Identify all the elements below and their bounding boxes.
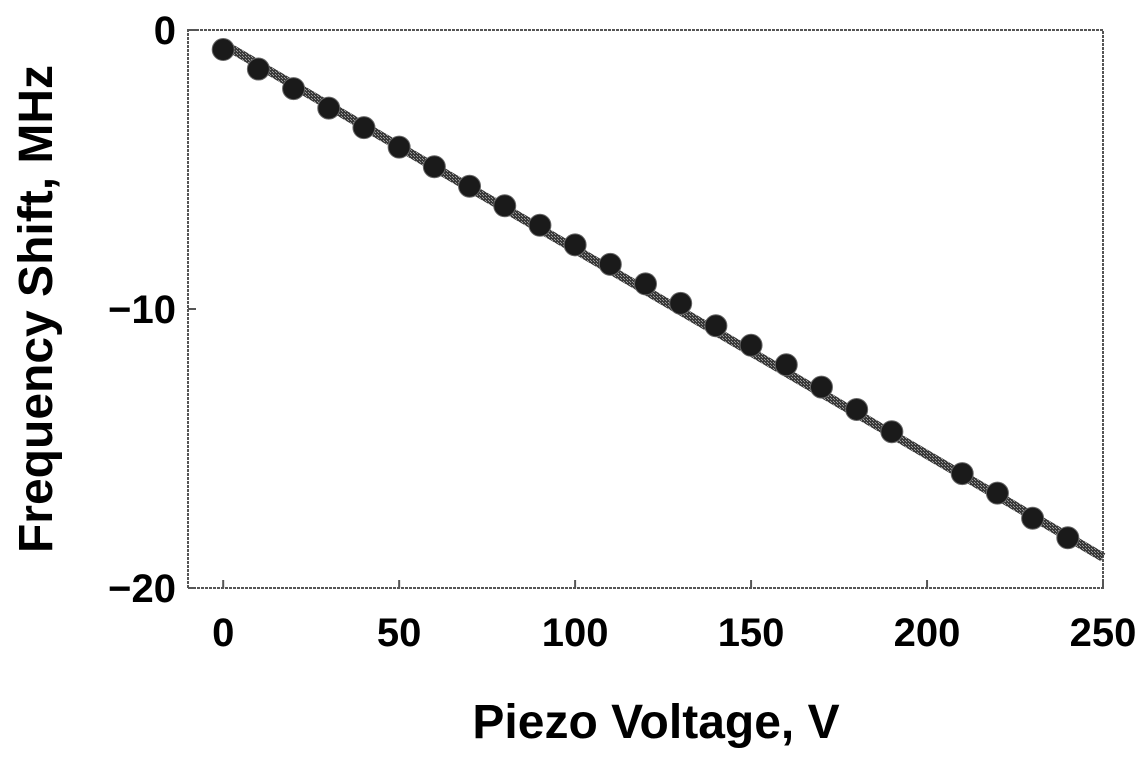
data-point [739, 333, 763, 357]
data-point [282, 77, 306, 101]
x-tick-label: 100 [542, 611, 609, 655]
data-point [211, 38, 235, 62]
x-tick-label: 0 [212, 611, 234, 655]
y-axis-label: Frequency Shift, MHz [10, 65, 63, 553]
data-point [845, 397, 869, 421]
x-axis-label: Piezo Voltage, V [472, 696, 839, 749]
x-axis-ticks: 0 50 100 150 200 250 [212, 580, 1136, 655]
x-tick-label: 200 [894, 611, 961, 655]
y-tick-label: 0 [154, 9, 176, 53]
data-point [880, 420, 904, 444]
data-point [1021, 506, 1045, 530]
data-point [352, 116, 376, 140]
data-point [246, 57, 270, 81]
data-point [387, 135, 411, 159]
y-tick-label: −20 [108, 567, 176, 611]
data-point [669, 291, 693, 315]
x-tick-label: 250 [1070, 611, 1137, 655]
data-point [563, 233, 587, 257]
data-point [634, 272, 657, 296]
data-point [458, 174, 482, 198]
data-point [985, 481, 1009, 505]
data-point [950, 462, 974, 486]
data-points-layer [211, 38, 1080, 550]
data-point [809, 375, 833, 399]
y-axis-ticks: 0 −10 −20 [108, 9, 196, 611]
data-point [422, 155, 446, 179]
y-tick-label: −10 [108, 288, 176, 332]
x-tick-label: 150 [718, 611, 785, 655]
x-tick-label: 50 [377, 611, 422, 655]
data-point [598, 252, 622, 276]
data-point [1056, 526, 1080, 550]
data-point [528, 213, 552, 237]
data-point [774, 353, 798, 377]
data-point [493, 194, 517, 218]
data-point [704, 314, 728, 338]
data-point [317, 96, 341, 120]
